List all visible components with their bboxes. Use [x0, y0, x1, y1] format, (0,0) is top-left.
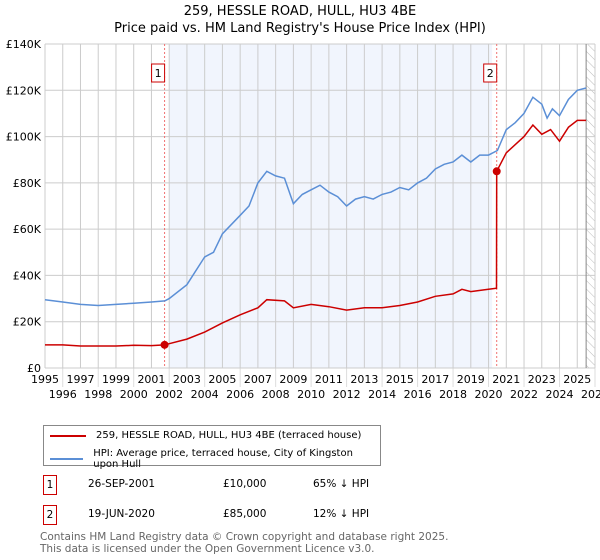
- x-tick-label: 2006: [226, 388, 254, 401]
- legend: 259, HESSLE ROAD, HULL, HU3 4BE (terrace…: [43, 425, 381, 470]
- sale-label: 2: [487, 67, 494, 80]
- legend-item-property: 259, HESSLE ROAD, HULL, HU3 4BE (terrace…: [50, 430, 361, 441]
- legend-label: 259, HESSLE ROAD, HULL, HU3 4BE (terrace…: [96, 430, 362, 441]
- shaded-period: [169, 44, 493, 368]
- x-tick-label: 1999: [102, 373, 130, 386]
- blue-line-swatch: [50, 458, 84, 460]
- x-tick-label: 2025: [563, 373, 591, 386]
- sale-hpi-diff: 65% ↓ HPI: [313, 478, 370, 490]
- x-tick-label: 2020: [475, 388, 503, 401]
- y-tick-label: £120K: [6, 84, 42, 97]
- x-tick-label: 2013: [350, 373, 378, 386]
- x-tick-label: 1997: [66, 373, 94, 386]
- x-tick-label: 2003: [173, 373, 201, 386]
- plot-area: 1995 1996 1997 1998 1999 2000 2001 2002 2003 2004…: [6, 38, 600, 401]
- x-tick-label: 1995: [31, 373, 59, 386]
- x-tick-label: 2014: [368, 388, 396, 401]
- property-price-line: [45, 119, 587, 347]
- footer-line: This data is licensed under the Open Gov…: [40, 543, 375, 555]
- sale-point: [492, 167, 501, 176]
- sale-label-box: [483, 63, 498, 83]
- x-tick-label: 2010: [297, 388, 325, 401]
- sale-marker-box: 1: [43, 475, 57, 495]
- sale-label: 1: [155, 67, 162, 80]
- x-tick-label: 2012: [333, 388, 361, 401]
- x-tick-label: 2023: [528, 373, 556, 386]
- x-tick-label: 2015: [386, 373, 414, 386]
- sale-price: £85,000: [223, 508, 267, 520]
- x-tick-label: 2018: [439, 388, 467, 401]
- x-tick-label: 2002: [155, 388, 183, 401]
- hpi-line: [44, 87, 587, 307]
- sale-hpi-diff: 12% ↓ HPI: [313, 508, 370, 520]
- chart-title: 259, HESSLE ROAD, HULL, HU3 4BE: [183, 4, 417, 19]
- sale-point: [160, 340, 169, 349]
- legend-label: HPI: Average price, terraced house, City…: [93, 448, 353, 470]
- x-tick-label: 2024: [546, 388, 574, 401]
- x-tick-label: 1998: [84, 388, 112, 401]
- footer: Contains HM Land Registry data © Crown c…: [40, 531, 448, 555]
- x-tick-label: 2004: [191, 388, 219, 401]
- sale-marker-box: 2: [43, 505, 57, 525]
- x-tick-label: 2021: [492, 373, 520, 386]
- x-tick-label: 2019: [457, 373, 485, 386]
- x-tick-label: 2017: [421, 373, 449, 386]
- y-tick-label: £140K: [6, 38, 42, 51]
- footer-line: Contains HM Land Registry data © Crown c…: [40, 531, 449, 543]
- x-tick-label: 2005: [208, 373, 236, 386]
- y-tick-label: £0: [27, 362, 41, 375]
- x-tick-label: 2022: [510, 388, 538, 401]
- forecast-hatch: [586, 44, 595, 368]
- x-tick-label: 2026: [581, 388, 600, 401]
- sale-date: 26-SEP-2001: [88, 478, 156, 490]
- x-tick-label: 2000: [120, 388, 148, 401]
- chart-subtitle: Price paid vs. HM Land Registry's House …: [114, 21, 486, 36]
- x-tick-label: 2007: [244, 373, 272, 386]
- x-tick-label: 2009: [279, 373, 307, 386]
- y-tick-label: £60K: [13, 223, 42, 236]
- legend-item-hpi: HPI: Average price, terraced house, City…: [50, 448, 380, 470]
- sale-price: £10,000: [223, 478, 267, 490]
- x-tick-label: 2016: [404, 388, 432, 401]
- y-tick-label: £40K: [13, 269, 42, 282]
- red-line-swatch: [50, 434, 86, 437]
- x-tick-label: 2011: [315, 373, 343, 386]
- x-tick-label: 2008: [262, 388, 290, 401]
- sale-date: 19-JUN-2020: [88, 508, 155, 520]
- y-tick-label: £80K: [13, 177, 42, 190]
- x-tick-label: 1996: [49, 388, 77, 401]
- sale-label-box: [151, 63, 166, 83]
- y-tick-label: £100K: [6, 131, 42, 144]
- y-tick-label: £20K: [13, 316, 42, 329]
- x-tick-label: 2001: [137, 373, 165, 386]
